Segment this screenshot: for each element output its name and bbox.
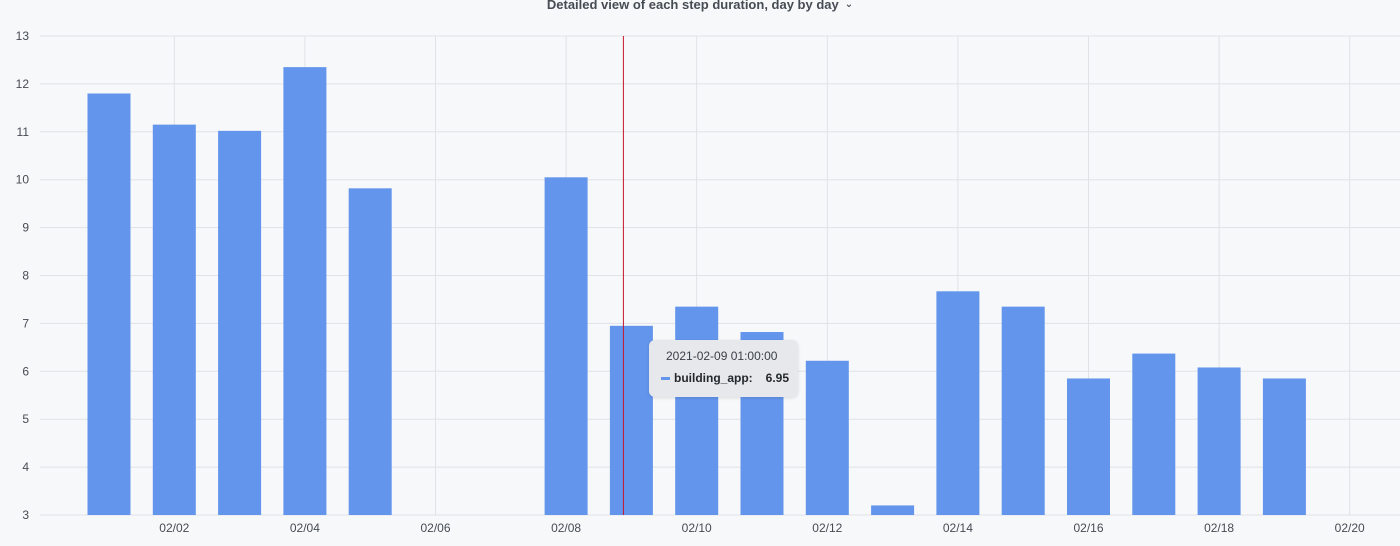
x-tick-label: 02/20: [1335, 521, 1365, 535]
bar[interactable]: [283, 67, 327, 515]
series-color-swatch: [661, 376, 670, 380]
hover-tooltip: 2021-02-09 01:00:00 building_app: 6.95: [649, 340, 798, 397]
bar[interactable]: [675, 306, 719, 515]
panel-title: Detailed view of each step duration, day…: [546, 0, 839, 12]
bar[interactable]: [871, 505, 915, 515]
x-tick-label: 02/02: [159, 521, 189, 535]
y-tick-label: 3: [22, 508, 29, 522]
y-tick-label: 5: [22, 412, 29, 426]
y-tick-label: 10: [16, 173, 30, 187]
bar[interactable]: [544, 177, 588, 515]
y-tick-label: 11: [17, 125, 30, 139]
bar[interactable]: [609, 325, 653, 515]
panel-title-menu[interactable]: Detailed view of each step duration, day…: [547, 0, 853, 12]
y-tick-label: 4: [22, 460, 29, 474]
bar[interactable]: [805, 360, 849, 515]
tooltip-time: 2021-02-09 01:00:00: [666, 349, 778, 363]
x-tick-label: 02/12: [812, 521, 842, 535]
bar[interactable]: [348, 188, 392, 515]
bar[interactable]: [152, 124, 196, 516]
x-tick-label: 02/08: [551, 521, 581, 535]
y-tick-label: 12: [16, 77, 30, 91]
y-tick-label: 8: [22, 269, 29, 283]
bar[interactable]: [1001, 306, 1045, 515]
x-tick-label: 02/04: [290, 521, 320, 535]
tooltip-series-name: building_app:: [674, 371, 753, 385]
y-tick-label: 6: [22, 364, 29, 378]
bar[interactable]: [1262, 378, 1306, 515]
y-tick-label: 9: [22, 221, 29, 235]
tooltip-series-row: building_app: 6.95: [661, 371, 789, 385]
x-tick-label: 02/14: [943, 521, 973, 535]
chevron-down-icon: ⌄: [844, 0, 854, 10]
bar[interactable]: [87, 93, 131, 515]
bar[interactable]: [1197, 367, 1241, 515]
y-tick-label: 7: [22, 316, 29, 330]
x-tick-label: 02/06: [420, 521, 450, 535]
panel-header: Detailed view of each step duration, day…: [0, 0, 1400, 14]
y-tick-label: 13: [16, 29, 30, 43]
bar[interactable]: [218, 130, 262, 516]
x-tick-label: 02/10: [682, 521, 712, 535]
bar[interactable]: [1132, 353, 1176, 515]
x-tick-label: 02/16: [1073, 521, 1103, 535]
bar[interactable]: [936, 291, 980, 515]
bar[interactable]: [1067, 378, 1110, 515]
x-tick-label: 02/18: [1204, 521, 1234, 535]
tooltip-series-value: 6.95: [765, 371, 789, 385]
